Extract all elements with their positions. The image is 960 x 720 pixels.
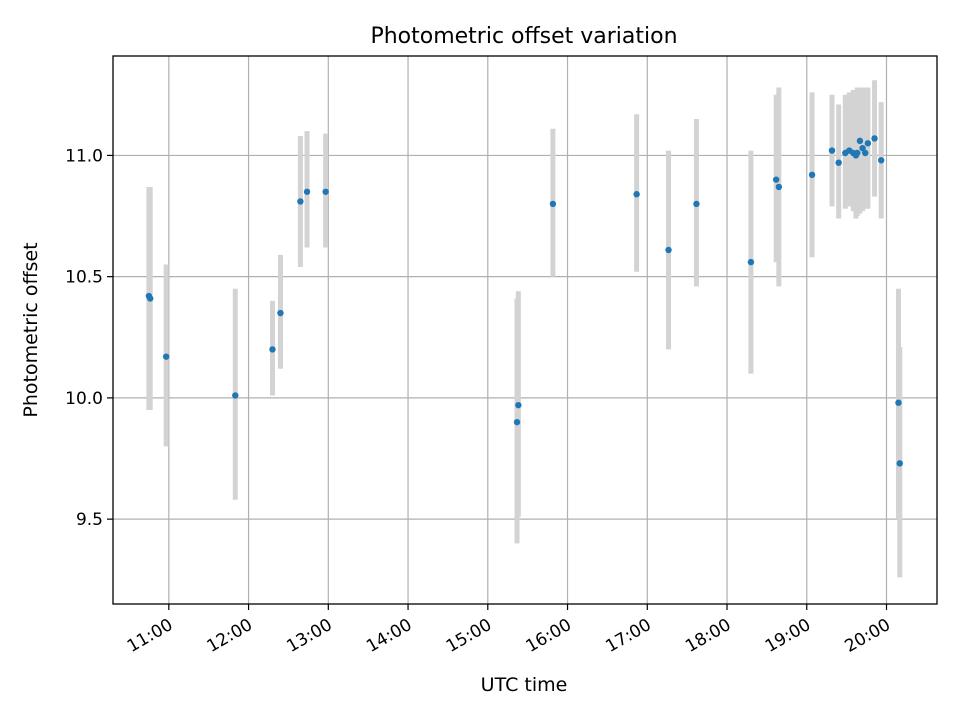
axis-ticks: 11:00 12:00 13:00 14:00 15:00 16:00 17:00 18:00… [65, 146, 894, 656]
data-point [772, 176, 780, 183]
data-point [808, 171, 816, 179]
data-point [513, 418, 521, 426]
data-point [269, 346, 276, 353]
data-point [775, 183, 783, 191]
x-tick-label: 16:00 [523, 615, 575, 657]
x-tick-label: 18:00 [682, 615, 734, 657]
data-point [864, 140, 872, 147]
error-bars [146, 80, 903, 578]
x-axis-label: UTC time [481, 674, 568, 696]
data-point [859, 144, 866, 152]
data-point [162, 353, 170, 360]
x-tick-label: 14:00 [363, 615, 415, 657]
grid [113, 56, 937, 604]
data-point [835, 159, 842, 166]
chart-title: Photometric offset variation [370, 24, 677, 49]
x-tick-label: 13:00 [283, 615, 335, 657]
data-point [303, 188, 311, 195]
data-point [862, 149, 869, 157]
data-point [693, 200, 700, 208]
data-points [145, 135, 903, 467]
data-point [515, 401, 522, 409]
x-tick-label: 20:00 [842, 615, 894, 657]
data-point [877, 157, 885, 164]
data-point [322, 188, 329, 195]
data-point [549, 200, 557, 208]
data-point [665, 246, 672, 254]
data-point [747, 258, 755, 266]
x-tick-label: 12:00 [204, 615, 256, 657]
data-point [232, 392, 239, 399]
data-point [895, 399, 902, 406]
data-point [854, 149, 861, 157]
plot-frame [112, 55, 938, 605]
data-point [147, 295, 154, 302]
data-point [856, 137, 864, 145]
data-point [277, 309, 284, 317]
y-tick-label: 10.5 [65, 268, 103, 288]
x-tick-label: 17:00 [602, 615, 654, 657]
data-point [828, 147, 836, 154]
y-tick-label: 9.5 [76, 510, 103, 530]
data-point [633, 191, 640, 198]
data-point [297, 198, 304, 205]
data-point [871, 135, 878, 142]
y-axis-label: Photometric offset [20, 242, 42, 417]
x-tick-label: 11:00 [124, 615, 176, 657]
y-tick-label: 10.0 [65, 389, 103, 409]
data-point [896, 460, 903, 467]
y-tick-label: 11.0 [65, 146, 103, 166]
x-tick-label: 19:00 [762, 615, 814, 657]
x-tick-label: 15:00 [443, 615, 495, 657]
